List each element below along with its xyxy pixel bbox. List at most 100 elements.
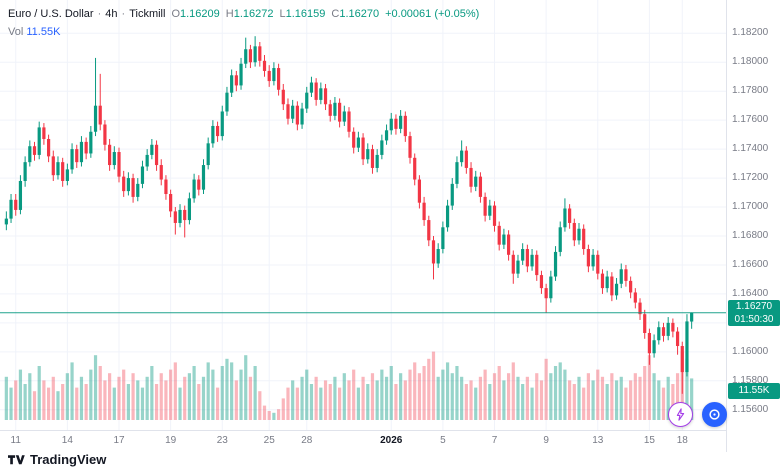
volume-bar: [267, 411, 271, 420]
candle-body: [614, 283, 619, 296]
volume-bar: [521, 384, 525, 420]
volume-bar: [305, 369, 309, 420]
volume-bar: [675, 373, 680, 420]
volume-bar: [309, 384, 314, 420]
volume-bar: [690, 378, 694, 420]
candlestick-chart[interactable]: [0, 0, 726, 430]
time-axis[interactable]: 11 14 17 19 23 25 28 2026 5 7 9 13 15 18: [0, 430, 726, 453]
volume-bar: [558, 362, 562, 420]
volume-bar: [61, 384, 65, 420]
volume-bar: [192, 366, 196, 420]
candle-body: [75, 149, 79, 163]
volume-bar: [79, 376, 84, 420]
candle-body: [652, 340, 656, 354]
candle-body: [309, 82, 314, 93]
candle-body: [169, 194, 173, 212]
candle-body: [431, 240, 436, 264]
volume-bar: [375, 380, 379, 420]
price-axis[interactable]: 1.16270 01:50:30 11.55K 1.18200 1.18000 1.…: [726, 0, 780, 452]
time-axis-label: 14: [61, 435, 73, 446]
candle-body: [361, 137, 365, 160]
symbol-name[interactable]: Euro / U.S. Dollar: [8, 8, 94, 20]
volume-bar: [328, 384, 332, 420]
broker-label[interactable]: Tickmill: [129, 8, 166, 20]
candle-body: [460, 150, 464, 163]
volume-bar: [56, 391, 60, 420]
volume-bar: [28, 373, 32, 420]
volume-bar: [84, 384, 88, 420]
volume-bar: [9, 387, 13, 420]
volume-bar: [281, 398, 285, 420]
assistant-button[interactable]: [702, 402, 727, 427]
candle-body: [215, 125, 220, 137]
candle-body: [586, 249, 590, 267]
tradingview-logo[interactable]: TradingView: [8, 452, 106, 467]
price-axis-label: 1.17600: [732, 114, 769, 126]
volume-bar: [610, 373, 614, 420]
lightning-icon: [676, 408, 685, 421]
candle-body: [225, 92, 229, 112]
chart-pane[interactable]: Euro / U.S. Dollar · 4h · Tickmill O1.16209 H1…: [0, 0, 727, 430]
symbol-legend[interactable]: Euro / U.S. Dollar · 4h · Tickmill O1.16209 H1…: [8, 7, 479, 40]
time-axis-label: 11: [10, 435, 21, 446]
separator-dot: ·: [97, 8, 102, 20]
volume-bar: [338, 387, 342, 420]
candle-body: [234, 75, 238, 86]
candle-body: [488, 205, 492, 216]
volume-bar: [511, 362, 515, 420]
volume-bar: [239, 369, 243, 420]
candle-body: [497, 225, 501, 245]
candle-body: [685, 321, 689, 373]
volume-bar: [502, 380, 506, 420]
candle-body: [319, 88, 323, 100]
footer-bar: TradingView: [0, 452, 780, 470]
interval-label[interactable]: 4h: [105, 8, 118, 20]
candle-body: [286, 104, 290, 119]
candle-body: [126, 178, 130, 192]
volume-bar: [460, 376, 464, 420]
candle-body: [661, 327, 666, 336]
volume-bar: [399, 373, 403, 420]
volume-bar: [685, 358, 689, 420]
time-axis-label: 7: [491, 435, 498, 446]
candle-series: [4, 36, 694, 394]
volume-bar: [173, 362, 177, 420]
candle-body: [122, 176, 126, 192]
volume-bar: [352, 369, 356, 420]
volume-bar: [450, 373, 454, 420]
volume-bar: [46, 387, 51, 420]
volume-bar: [272, 412, 276, 420]
candle-body: [502, 234, 506, 245]
volume-bar: [497, 366, 501, 420]
volume-bar: [643, 366, 647, 420]
volume-bar: [187, 373, 192, 420]
candle-body: [544, 288, 548, 299]
candle-body: [417, 179, 422, 203]
volume-bar: [197, 384, 201, 420]
volume-bar: [436, 376, 440, 420]
candle-body: [427, 220, 431, 241]
candle-body: [525, 249, 529, 267]
candle-body: [370, 149, 375, 168]
candle-body: [342, 111, 346, 122]
change-value: +0.00061 (+0.05%): [385, 8, 480, 20]
legend-row-volume: Vol 11.55K: [8, 25, 479, 40]
candle-body: [70, 149, 74, 170]
candle-body: [314, 82, 318, 100]
candle-body: [220, 111, 224, 137]
low-value: 1.16159: [285, 8, 326, 20]
volume-bar: [464, 384, 468, 420]
candle-body: [577, 228, 581, 241]
volume-bar: [586, 373, 590, 420]
quick-trade-button[interactable]: [668, 402, 693, 427]
candle-body: [422, 202, 426, 221]
volume-bar: [131, 373, 135, 420]
volume-bar: [661, 387, 666, 420]
close-label: C: [331, 8, 340, 20]
candle-body: [178, 209, 182, 223]
candle-body: [506, 234, 511, 255]
open-label: O: [171, 8, 180, 20]
last-price-value: 1.16270: [735, 301, 773, 312]
volume-bar: [215, 387, 220, 420]
volume-bar: [164, 380, 168, 420]
